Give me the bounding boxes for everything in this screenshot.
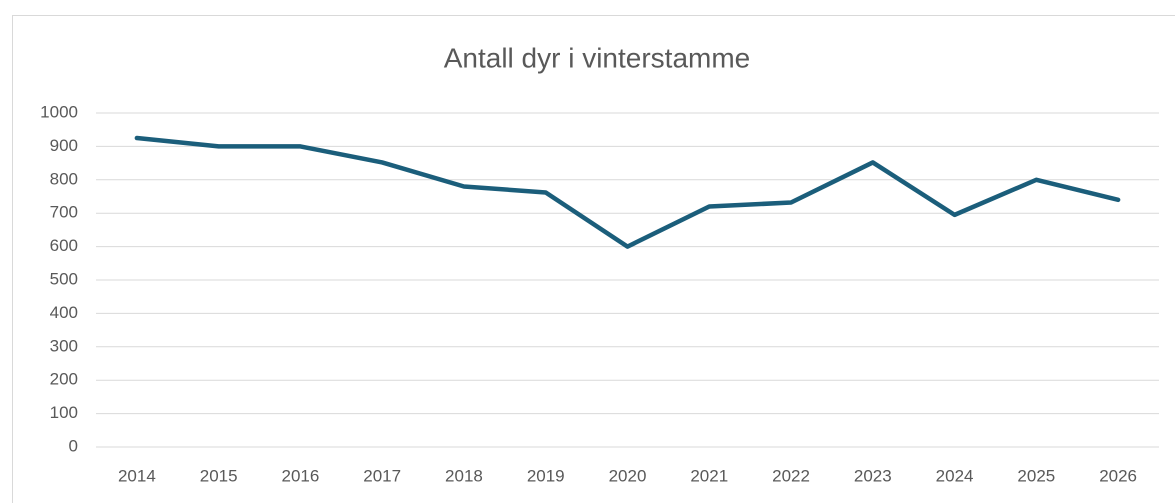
line-series: [134, 135, 1121, 249]
x-tick-label: 2025: [1017, 466, 1055, 485]
x-tick-label: 2024: [936, 466, 974, 485]
x-tick-label: 2026: [1099, 466, 1137, 485]
y-tick-label: 700: [50, 203, 78, 222]
x-tick-label: 2015: [200, 466, 238, 485]
x-tick-label: 2014: [118, 466, 156, 485]
y-tick-label: 400: [50, 303, 78, 322]
x-tick-label: 2016: [282, 466, 320, 485]
x-tick-label: 2018: [445, 466, 483, 485]
y-tick-label: 1000: [40, 102, 78, 121]
x-tick-label: 2021: [690, 466, 728, 485]
x-tick-label: 2020: [609, 466, 647, 485]
y-tick-label: 500: [50, 269, 78, 288]
x-tick-label: 2017: [363, 466, 401, 485]
x-tick-label: 2019: [527, 466, 565, 485]
y-tick-label: 0: [69, 436, 78, 455]
y-tick-label: 900: [50, 136, 78, 155]
x-tick-label: 2022: [772, 466, 810, 485]
chart-frame: [12, 15, 1175, 503]
y-tick-label: 600: [50, 236, 78, 255]
x-tick-label: 2023: [854, 466, 892, 485]
chart-title: Antall dyr i vinterstamme: [444, 42, 751, 73]
y-tick-label: 100: [50, 403, 78, 422]
y-tick-label: 300: [50, 336, 78, 355]
y-tick-label: 200: [50, 370, 78, 389]
y-tick-label: 800: [50, 169, 78, 188]
